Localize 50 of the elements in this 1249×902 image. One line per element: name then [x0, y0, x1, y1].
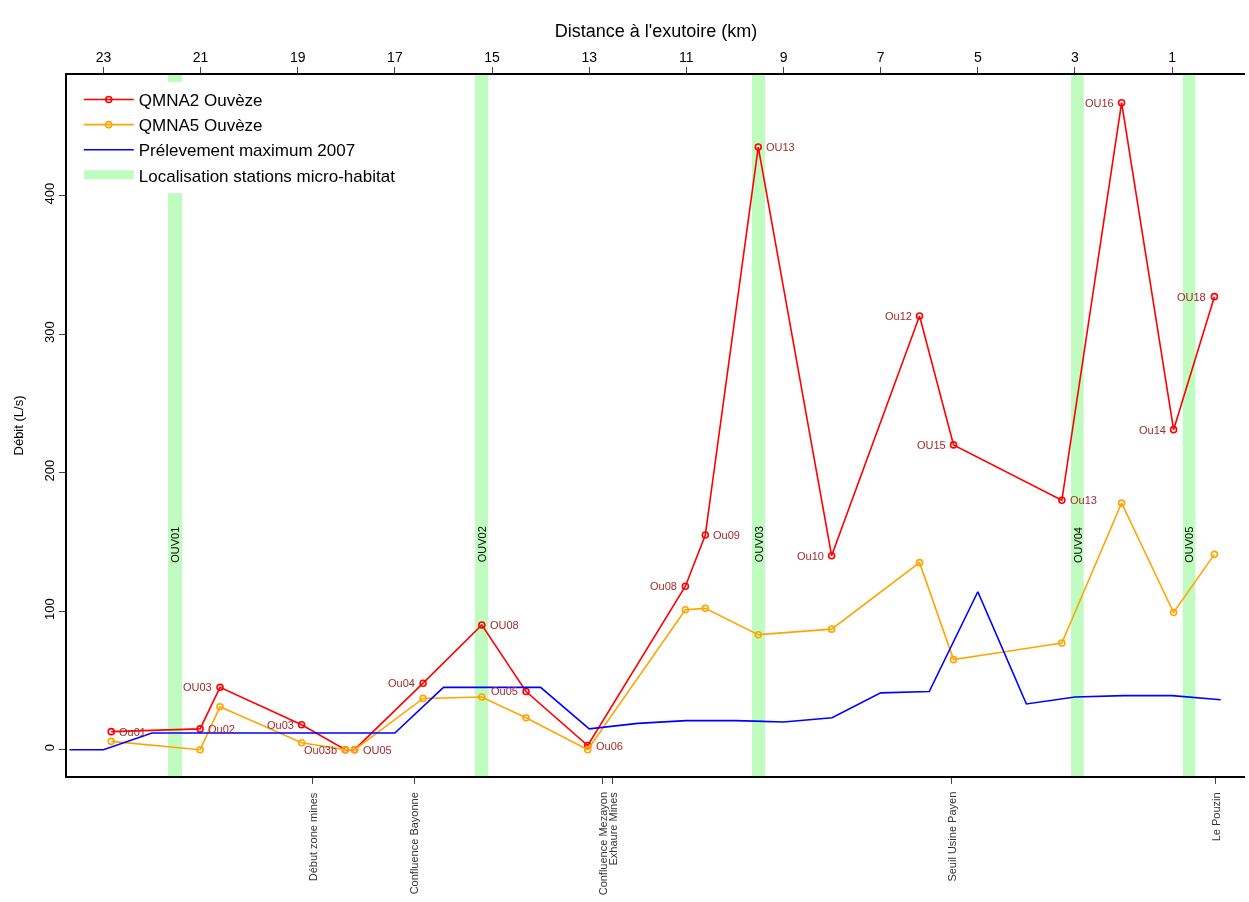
y-axis-title: Débit (L/s): [11, 395, 27, 456]
annotation: Ou08: [650, 580, 677, 592]
ref-line-label: Début zone mines: [307, 792, 320, 882]
legend-label: QMNA2 Ouvèze: [138, 91, 263, 111]
annotation: Ou10: [797, 550, 824, 562]
annotation: OU05: [363, 744, 392, 756]
ref-line-label: Le Pouzin: [1210, 792, 1223, 842]
x-tick-label: 19: [289, 48, 306, 65]
annotation: OU15: [917, 439, 946, 451]
y-tick-label: 400: [42, 182, 58, 205]
annotation: Localisation stations micro-habitat: [138, 166, 396, 186]
x-axis-title: Distance à l'exutoire (km): [554, 21, 758, 42]
x-tick-label: 1: [1168, 48, 1177, 65]
annotation: OU13: [766, 141, 795, 153]
band-label: OUV03: [752, 526, 765, 563]
ref-line-label: Seuil Usine Payen: [945, 791, 958, 882]
annotation: Ou13: [1070, 494, 1097, 506]
x-tick-label: 23: [95, 48, 112, 65]
x-tick-label: 15: [484, 48, 501, 65]
x-tick-label: 5: [973, 48, 982, 65]
annotation: OU16: [1085, 97, 1114, 109]
band-label: OUV01: [169, 526, 182, 563]
x-tick-label: 7: [876, 48, 885, 65]
annotation: Ou04: [388, 677, 415, 689]
annotation: Ou09: [713, 529, 740, 541]
annotation: Ou03: [267, 719, 294, 731]
x-tick-label: 11: [679, 48, 694, 65]
annotation: Ou12: [885, 310, 912, 322]
annotation: OU08: [490, 619, 519, 631]
annotation: Ou03b: [304, 744, 338, 756]
annotation: Ou14: [1139, 424, 1166, 436]
x-tick-label: 13: [581, 48, 598, 65]
x-tick-label: 21: [192, 48, 209, 65]
annotation: OU18: [1177, 291, 1206, 303]
legend-label: Prélevement maximum 2007: [138, 141, 356, 161]
y-tick-label: 200: [42, 459, 58, 482]
annotation: Ou05: [491, 685, 518, 697]
band-label: OUV02: [475, 526, 488, 563]
legend-label: QMNA5 Ouvèze: [138, 116, 263, 136]
y-tick-label: 0: [42, 744, 58, 752]
y-tick-label: 300: [42, 321, 58, 343]
annotation: Ou06: [596, 740, 623, 752]
band-label: OUV05: [1183, 526, 1196, 563]
annotation: OU03: [183, 681, 212, 693]
band-label: OUV04: [1071, 527, 1084, 564]
x-tick-label: 17: [387, 48, 403, 65]
x-tick-label: 3: [1071, 48, 1080, 65]
x-tick-label: 9: [779, 48, 788, 65]
y-tick-label: 100: [42, 598, 58, 621]
ref-line-label: Confluence Bayonne: [408, 792, 421, 895]
